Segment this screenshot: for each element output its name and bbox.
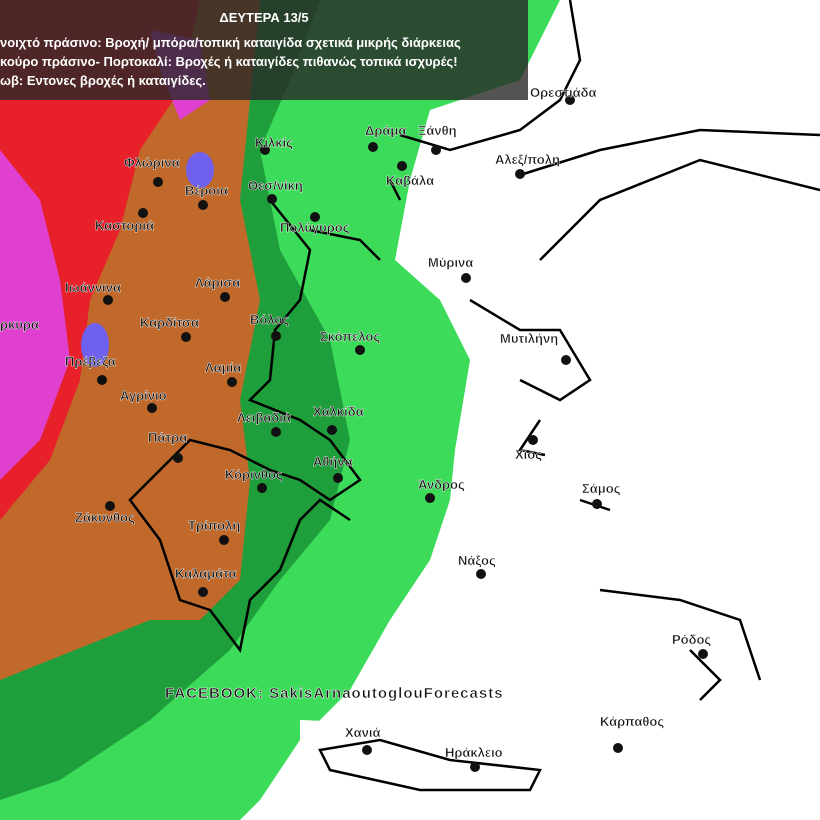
city-dot [260,145,270,155]
city-dot [103,295,113,305]
city-label: Μυτιλήνη [500,331,558,346]
city-label: Ιωάννινα [65,280,121,295]
city-label: Σάμος [582,481,621,496]
city-label: Πάτρα [148,430,187,445]
city-label: Αθήνα [313,454,353,469]
rain-magenta [0,150,70,480]
city-label: Πολύγυρος [280,220,350,235]
city-label: Ορεστιάδα [530,85,597,100]
city-label: Λειβαδιά [237,410,291,425]
crete-clear [300,720,560,800]
city-dot [397,161,407,171]
city-dot [333,473,343,483]
city-dot [592,499,602,509]
city-label: Κόρινθος [225,467,283,482]
city-dot [271,427,281,437]
city-label: Πρέβεζα [65,354,116,369]
city-dot [198,200,208,210]
city-dot [97,375,107,385]
city-label: Βέροια [185,183,228,198]
city-label: Αλεξ/πολη [495,152,560,167]
city-dot [173,453,183,463]
city-dot [470,762,480,772]
legend-line: ωβ: Εντονες βροχές ή καταιγίδες. [0,73,206,88]
city-label: Καστοριά [95,218,154,233]
city-dot [198,587,208,597]
credit: FACEBOOK: SakisArnaoutoglouForecasts [165,685,504,702]
city-dot [267,194,277,204]
city-dot [476,569,486,579]
city-label: Λάρισα [195,275,240,290]
city-label: Σκόπελος [320,329,380,344]
city-dot [528,435,538,445]
city-label: Ζάκυνθος [75,510,135,525]
city-label: Χαλκίδα [313,404,364,419]
legend-line: νοιχτό πράσινο: Βροχή/ μπόρα/τοπική κατα… [0,35,461,50]
city-dot [219,535,229,545]
city-label: Κιλκίς [255,135,293,150]
city-label: Φλώρινα [124,155,180,170]
city-dot [355,345,365,355]
city-label: Καρδίτσα [140,315,199,330]
city-dot [310,212,320,222]
city-dot [138,208,148,218]
city-dot [257,483,267,493]
city-dot [461,273,471,283]
city-label: Ηράκλειο [445,745,503,760]
city-dot [515,169,525,179]
rain-violet [186,152,214,188]
city-label: Κάρπαθος [600,714,664,729]
city-dot [271,331,281,341]
city-dot [105,501,115,511]
city-label: Τρίπολη [188,518,240,533]
city-dot [227,377,237,387]
map-title: ΔΕΥΤΕΡΑ 13/5 [219,10,308,25]
city-dot [368,142,378,152]
city-dot [181,332,191,342]
city-dot [425,493,435,503]
city-label: Καλαμάτα [175,566,237,581]
rain-violet [81,323,109,367]
city-label: Χανιά [345,725,381,740]
city-label: Ρόδος [672,632,711,647]
city-label: Θεσ/νίκη [248,178,303,193]
city-dot [153,177,163,187]
cities: Ορεστιάδα Δράμα Ξάνθη Κιλκίς Φλώρινα Βέροια Θε… [0,85,712,772]
city-label: ρκυρα [0,317,39,332]
city-label: Χίος [515,447,542,462]
legend-box [0,0,528,100]
city-label: Βόλος [250,312,289,327]
city-dot [561,355,571,365]
city-label: Λαμία [205,360,241,375]
city-dot [698,649,708,659]
city-dot [613,743,623,753]
city-dot [220,292,230,302]
city-label: Αγρίνιο [120,388,167,403]
city-dot [431,145,441,155]
city-dot [327,425,337,435]
city-label: Άνδρος [418,477,465,492]
city-label: Καβάλα [386,173,434,188]
city-label: Νάξος [458,553,496,568]
legend-line: κούρο πράσινο- Πορτοκαλί: Βροχές ή καται… [0,54,458,69]
legend: ΔΕΥΤΕΡΑ 13/5 νοιχτό πράσινο: Βροχή/ μπόρ… [0,10,461,88]
city-dot [565,95,575,105]
city-label: Μύρινα [428,255,473,270]
city-dot [362,745,372,755]
city-label: Ξάνθη [418,123,457,138]
city-dot [147,403,157,413]
city-label: Δράμα [365,123,406,138]
